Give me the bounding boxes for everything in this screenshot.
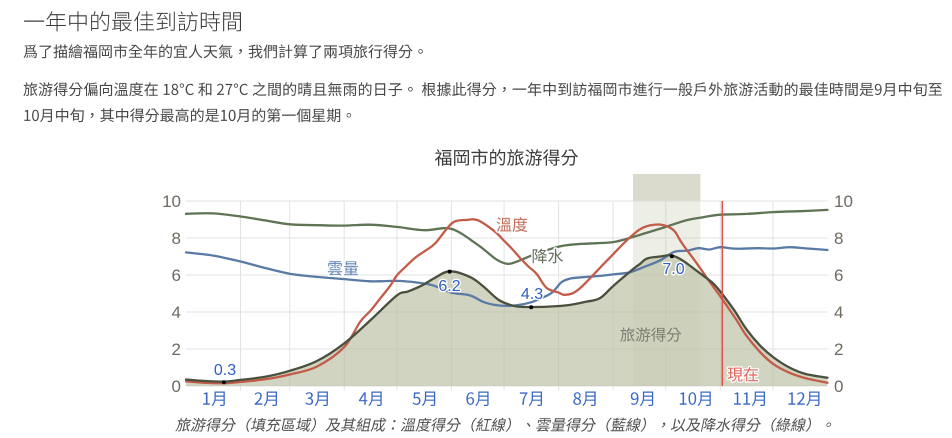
svg-text:0.3: 0.3	[214, 362, 236, 379]
svg-text:8: 8	[172, 229, 181, 248]
svg-text:6: 6	[834, 266, 843, 285]
svg-text:6.2: 6.2	[438, 278, 460, 295]
svg-text:4: 4	[834, 303, 843, 322]
svg-text:7.0: 7.0	[662, 261, 684, 278]
svg-text:10: 10	[162, 192, 181, 211]
svg-text:8: 8	[834, 229, 843, 248]
svg-text:0: 0	[172, 377, 181, 396]
svg-text:0: 0	[834, 377, 843, 396]
svg-text:2: 2	[172, 340, 181, 359]
svg-text:6: 6	[172, 266, 181, 285]
svg-text:4: 4	[172, 303, 181, 322]
svg-text:2: 2	[834, 340, 843, 359]
svg-text:4.3: 4.3	[521, 286, 543, 303]
svg-text:10: 10	[834, 192, 853, 211]
